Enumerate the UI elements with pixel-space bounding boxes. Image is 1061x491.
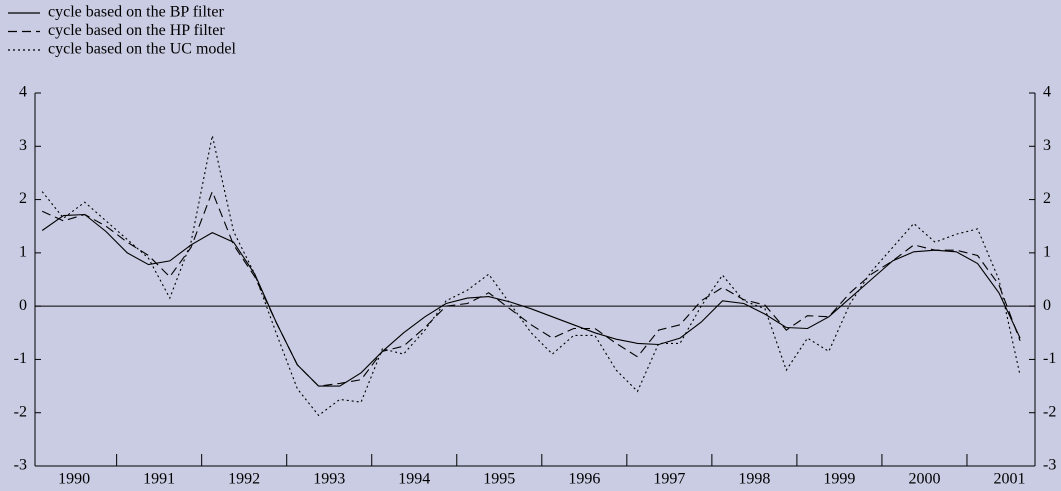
y-tick-label: -1 — [14, 350, 27, 367]
x-tick-label: 1994 — [398, 471, 430, 488]
y-tick-label: 2 — [19, 190, 27, 207]
y-tick-label: 3 — [19, 137, 27, 154]
series-line — [41, 190, 1021, 387]
x-tick-label: 1991 — [143, 471, 175, 488]
y-tick-label: -2 — [14, 403, 27, 420]
y-tick-label: -3 — [14, 457, 27, 474]
x-tick-label: 1996 — [568, 471, 600, 488]
y-tick-label: -1 — [1043, 350, 1056, 367]
x-tick-label: 1993 — [313, 471, 345, 488]
y-tick-label: 0 — [1043, 297, 1051, 314]
y-tick-label: -3 — [1043, 457, 1056, 474]
y-tick-label: 0 — [19, 297, 27, 314]
y-tick-label: 4 — [1043, 84, 1051, 101]
y-tick-label: 4 — [19, 84, 27, 101]
y-tick-label: 3 — [1043, 137, 1051, 154]
x-tick-label: 1999 — [823, 471, 855, 488]
x-tick-label: 1997 — [653, 471, 685, 488]
legend-label: cycle based on the UC model — [48, 41, 237, 58]
x-tick-label: 2001 — [993, 471, 1025, 488]
x-tick-label: 1998 — [738, 471, 770, 488]
series-line — [41, 135, 1021, 417]
y-tick-label: -2 — [1043, 403, 1056, 420]
legend-label: cycle based on the HP filter — [48, 22, 225, 39]
x-tick-label: 1990 — [58, 471, 90, 488]
y-tick-label: 1 — [1043, 244, 1051, 261]
x-tick-label: 1992 — [228, 471, 260, 488]
y-tick-label: 2 — [1043, 190, 1051, 207]
y-tick-label: 1 — [19, 244, 27, 261]
x-tick-label: 2000 — [908, 471, 940, 488]
x-tick-label: 1995 — [483, 471, 515, 488]
legend-label: cycle based on the BP filter — [48, 4, 224, 21]
series-line — [41, 213, 1021, 387]
